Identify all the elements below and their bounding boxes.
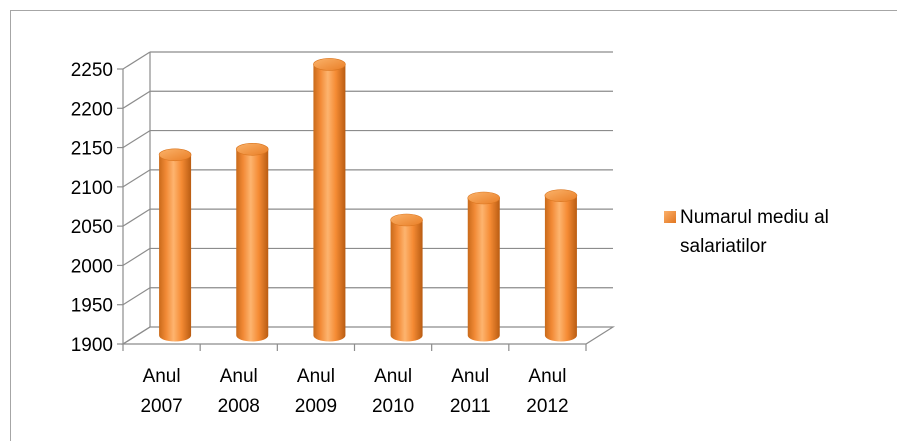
x-category-label: Anul [528, 366, 566, 387]
bar-top [390, 213, 423, 227]
y-tick-label: 1950 [71, 296, 113, 317]
x-category-label: 2010 [372, 396, 414, 417]
side-gridline [122, 90, 151, 109]
bar [467, 191, 501, 342]
x-category-label: 2008 [218, 396, 260, 417]
bar-top [544, 189, 578, 202]
axes [117, 68, 616, 351]
x-category-label: 2007 [140, 396, 182, 417]
y-tick-label: 2150 [71, 139, 113, 160]
bar-top [235, 142, 269, 156]
x-category-label: Anul [143, 366, 181, 387]
y-tick-label: 2200 [71, 99, 113, 120]
legend-entry: Numarul mediu al salariatilor [664, 207, 829, 257]
y-tick-label: 2050 [71, 217, 113, 238]
bar [544, 189, 578, 342]
bar-body [236, 149, 269, 342]
legend: Numarul mediu al salariatilor [664, 207, 829, 257]
bar-top [158, 148, 192, 162]
bar [158, 148, 192, 342]
side-gridline [122, 208, 151, 227]
bar-chart: 1900 1950 2000 2050 2100 2150 2200 2250 Anul 2007… [71, 51, 829, 417]
legend-label: salariatilor [680, 236, 767, 257]
x-category-label: Anul [374, 366, 412, 387]
bar-body [313, 64, 346, 342]
gridlines [122, 51, 613, 345]
x-category-label: Anul [451, 366, 489, 387]
bar-body [544, 195, 577, 342]
bar-body [159, 154, 192, 342]
x-category-label: Anul [297, 366, 335, 387]
x-category-label: 2009 [295, 396, 337, 417]
bar-top [467, 191, 501, 205]
side-gridline [122, 130, 151, 149]
chart-frame: 1900 1950 2000 2050 2100 2150 2200 2250 Anul 2007… [10, 10, 897, 441]
legend-swatch [664, 211, 676, 223]
side-gridline [122, 287, 151, 306]
side-gridline [122, 169, 151, 188]
floor [120, 326, 616, 345]
y-tick-label: 2000 [71, 256, 113, 277]
bar-body [390, 220, 423, 342]
bar [390, 213, 423, 342]
bar [313, 58, 346, 342]
labels: 1900 1950 2000 2050 2100 2150 2200 2250 Anul 2007… [71, 60, 569, 417]
bar-top [313, 58, 346, 71]
side-gridline [122, 247, 151, 266]
bar-body [467, 198, 500, 342]
x-category-label: 2012 [526, 396, 568, 417]
bar [235, 142, 269, 342]
x-category-label: Anul [220, 366, 258, 387]
y-tick-label: 2100 [71, 178, 113, 199]
side-gridline [122, 51, 151, 70]
x-category-label: 2011 [450, 396, 491, 417]
y-tick-label: 2250 [71, 60, 113, 81]
legend-label: Numarul mediu al [680, 207, 829, 228]
y-tick-label: 1900 [71, 335, 113, 356]
bars [158, 58, 578, 342]
